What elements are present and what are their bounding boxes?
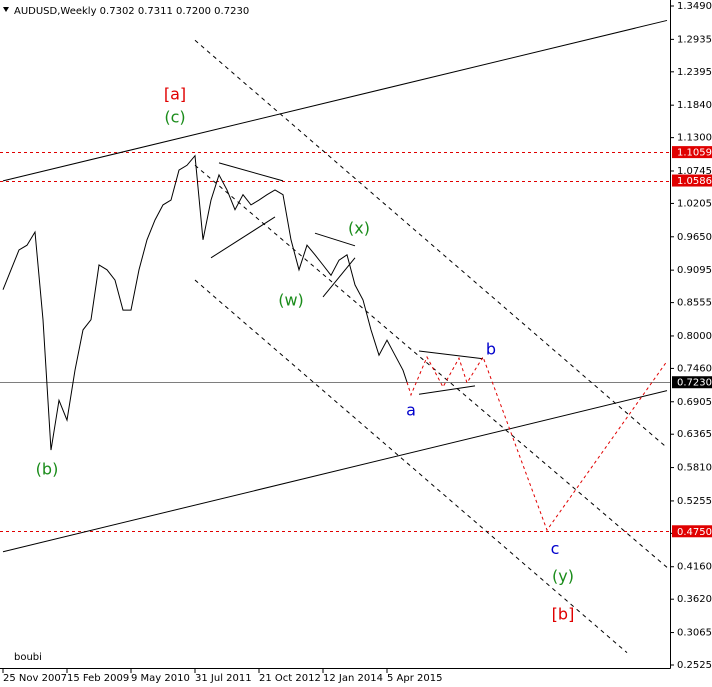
y-tick-label: 1.3490 [677,1,712,12]
y-tick-label: 0.3065 [677,628,712,639]
x-tick-label: 21 Oct 2012 [259,673,321,684]
level-label: 0.4750 [677,527,712,538]
y-tick-label: 0.5255 [677,496,712,507]
wave-label: c [551,539,560,558]
y-tick-label: 0.3620 [677,594,712,605]
y-tick-label: 0.6365 [677,429,712,440]
watermark: boubi [14,652,42,663]
trend-line [418,350,484,360]
trend-line [194,279,628,654]
y-tick-label: 1.1300 [677,133,712,144]
trend-line [218,162,284,182]
projection-line [406,355,668,532]
plot-area: [a] (c) (b) (w) (x) a b c (y) [b] [0,19,670,654]
trend-line [418,385,476,395]
wave-label: b [486,339,496,358]
symbol-icon [3,7,9,12]
wave-label: [b] [552,604,575,623]
wave-label: (b) [36,459,59,478]
wave-label: (x) [348,218,370,237]
y-tick-label: 0.7460 [677,363,712,374]
x-tick-label: 5 Apr 2015 [387,673,442,684]
trend-line [314,232,356,247]
y-tick-label: 1.1840 [677,100,712,111]
x-tick-label: 31 Jul 2011 [195,673,252,684]
y-tick-label: 0.9650 [677,232,712,243]
y-tick-label: 0.6905 [677,397,712,408]
wave-label: (w) [278,291,304,310]
x-tick-label: 12 Jan 2014 [323,673,383,684]
level-label-box [672,525,712,538]
x-tick-label: 9 May 2010 [131,673,190,684]
y-tick-label: 0.4160 [677,562,712,573]
wave-label: (c) [164,107,185,126]
y-tick-label: 1.0205 [677,198,712,209]
level-label: 1.0586 [677,176,712,187]
y-tick-label: 0.8000 [677,331,712,342]
level-label: 0.7230 [677,378,712,389]
y-tick-label: 0.9095 [677,265,712,276]
y-tick-label: 1.0745 [677,166,712,177]
level-label-box [672,376,712,389]
chart-title: AUDUSD,Weekly 0.7302 0.7311 0.7200 0.723… [14,6,249,17]
level-label-box [672,146,712,159]
y-tick-label: 1.2935 [677,34,712,45]
x-tick-label: 25 Nov 2007 [3,673,67,684]
level-label-box [672,174,712,187]
trend-line [2,390,668,553]
trend-line [210,216,276,259]
wave-label: a [406,401,416,420]
trend-line [2,19,668,182]
wave-label: (y) [552,566,574,585]
y-tick-label: 0.2525 [677,660,712,671]
wave-label: [a] [164,84,186,103]
level-label: 1.1059 [677,148,712,159]
y-tick-label: 0.5810 [677,463,712,474]
y-tick-label: 0.8555 [677,298,712,309]
x-tick-label: 15 Feb 2009 [67,673,129,684]
price-line [2,154,408,451]
y-tick-label: 1.2395 [677,67,712,78]
